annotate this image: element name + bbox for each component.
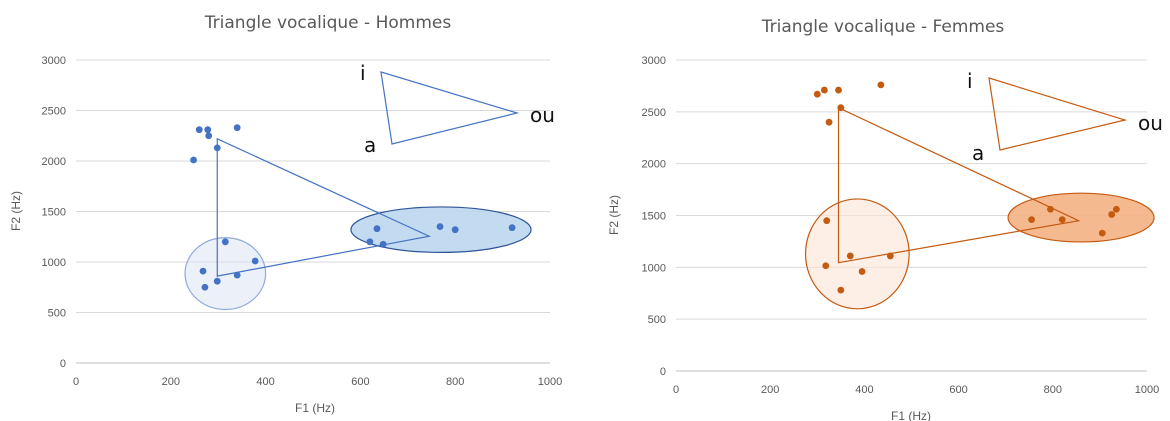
y-tick-label: 2000 — [642, 159, 666, 171]
data-point — [201, 283, 209, 291]
data-point — [195, 126, 203, 134]
x-tick-label: 400 — [855, 384, 873, 396]
y-tick-label: 500 — [48, 308, 66, 320]
data-point — [451, 226, 459, 234]
data-point — [813, 90, 821, 98]
data-point — [823, 217, 831, 225]
data-point — [205, 132, 213, 140]
inset-label-ou: ou — [1138, 111, 1163, 135]
x-tick-label: 1000 — [538, 376, 562, 388]
data-point — [1098, 229, 1106, 237]
data-point — [213, 277, 221, 285]
chart-hommes-svg: Triangle vocalique - Hommes 0 500 1000 1500… — [9, 13, 562, 415]
data-point — [825, 118, 833, 126]
y-tick-label: 3000 — [642, 55, 666, 67]
y-tick-label: 0 — [660, 366, 666, 378]
x-tick-label: 0 — [73, 376, 79, 388]
y-tick-label: 500 — [648, 314, 666, 326]
triangle-layer — [837, 106, 1081, 264]
inset-label-a: a — [364, 133, 376, 157]
data-point — [1112, 205, 1120, 213]
points-layer — [813, 81, 1120, 294]
x-axis-label: F1 (Hz) — [891, 409, 931, 421]
data-point — [373, 225, 381, 233]
data-point — [846, 252, 854, 260]
chart-hommes: Triangle vocalique - Hommes 0 500 1000 1500… — [9, 13, 562, 415]
data-point — [886, 252, 894, 260]
triangle-layer — [216, 137, 432, 277]
x-tick-label: 1000 — [1135, 384, 1159, 396]
inset-triangle — [380, 71, 520, 145]
cluster-ellipse — [804, 198, 910, 310]
chart-title: Triangle vocalique - Femmes — [761, 17, 1005, 37]
gridlines — [76, 59, 550, 364]
chart-femmes: Triangle vocalique - Femmes 0 500 1000 1500… — [585, 0, 1170, 421]
vowel-triangle — [216, 137, 432, 277]
data-point — [837, 104, 845, 112]
inset-label-i: i — [967, 69, 973, 93]
data-point — [366, 238, 374, 246]
data-point — [436, 223, 444, 231]
data-point — [251, 257, 259, 265]
data-point — [837, 286, 845, 294]
data-point — [877, 81, 885, 89]
data-point — [835, 86, 842, 94]
data-point — [822, 262, 830, 270]
x-tick-label: 200 — [761, 384, 779, 396]
y-tick-label: 1500 — [42, 207, 66, 219]
y-tick-label: 0 — [60, 358, 66, 370]
inset-label-a: a — [972, 141, 984, 165]
data-point — [1058, 216, 1066, 224]
x-axis-label: F1 (Hz) — [295, 401, 335, 415]
chart-title: Triangle vocalique - Hommes — [204, 13, 452, 33]
y-tick-label: 2500 — [42, 106, 66, 118]
x-tick-label: 600 — [949, 384, 967, 396]
x-tick-label: 800 — [1044, 384, 1062, 396]
y-axis-label: F2 (Hz) — [607, 195, 621, 235]
data-point — [204, 126, 212, 134]
y-tick-label: 1000 — [642, 262, 666, 274]
y-tick-label: 2000 — [42, 156, 66, 168]
inset-label-ou: ou — [530, 103, 555, 127]
x-tick-label: 200 — [162, 376, 180, 388]
x-tick-labels: 0 200 400 600 800 1000 — [73, 376, 562, 388]
x-tick-labels: 0 200 400 600 800 1000 — [673, 384, 1159, 396]
x-tick-label: 600 — [351, 376, 369, 388]
x-tick-label: 400 — [256, 376, 274, 388]
vowel-triangle — [837, 106, 1081, 264]
data-point — [1028, 216, 1036, 224]
x-tick-label: 800 — [446, 376, 464, 388]
inset-triangle — [988, 77, 1128, 151]
data-point — [508, 224, 516, 232]
data-point — [233, 271, 241, 279]
ellipses-layer — [804, 192, 1155, 310]
data-point — [858, 268, 866, 275]
data-point — [213, 144, 221, 152]
y-tick-label: 2500 — [642, 107, 666, 119]
data-point — [1108, 211, 1116, 218]
cluster-ellipse — [1007, 192, 1155, 243]
vowel-triangle-inset: i a ou — [360, 61, 555, 157]
data-point — [820, 86, 828, 94]
y-tick-labels: 0 500 1000 1500 2000 2500 3000 — [42, 55, 66, 370]
ellipses-layer — [184, 206, 532, 311]
x-tick-label: 0 — [673, 384, 679, 396]
data-point — [379, 240, 387, 248]
data-point — [221, 238, 229, 246]
y-tick-labels: 0 500 1000 1500 2000 2500 3000 — [642, 55, 666, 378]
inset-label-i: i — [360, 61, 366, 85]
points-layer — [190, 124, 516, 291]
data-point — [190, 156, 197, 164]
data-point — [199, 267, 207, 275]
cluster-ellipse — [184, 237, 267, 311]
y-tick-label: 1000 — [42, 257, 66, 269]
y-tick-label: 1500 — [642, 211, 666, 223]
y-tick-label: 3000 — [42, 55, 66, 67]
data-point — [233, 124, 241, 132]
vowel-triangle-inset: i a ou — [967, 69, 1163, 165]
y-axis-label: F2 (Hz) — [9, 191, 23, 231]
chart-femmes-svg: Triangle vocalique - Femmes 0 500 1000 1500… — [607, 17, 1163, 421]
data-point — [1047, 205, 1054, 213]
